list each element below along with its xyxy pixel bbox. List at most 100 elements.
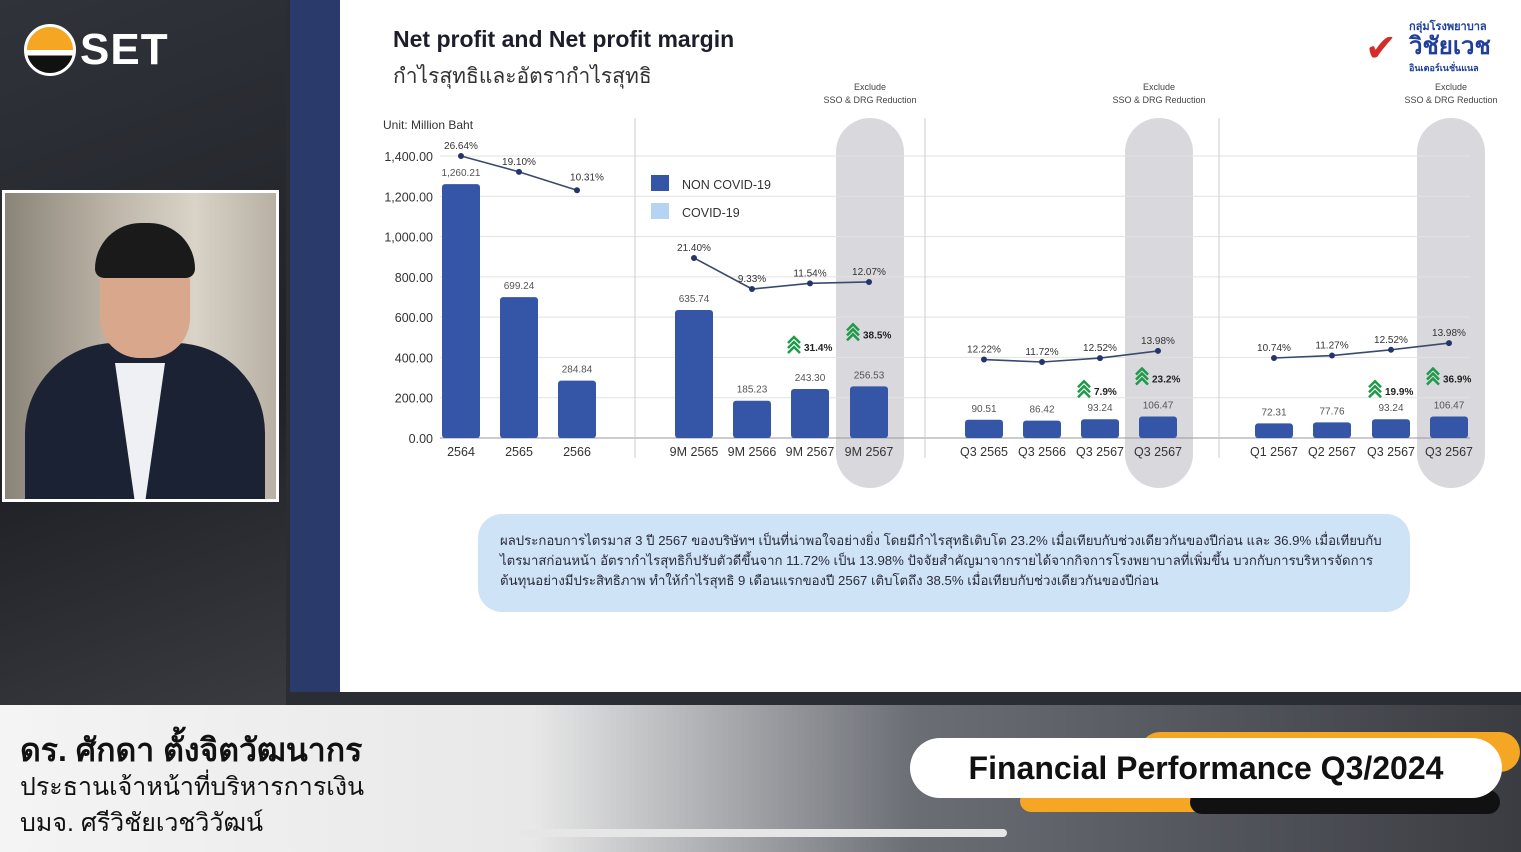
margin-label: 9.33% — [738, 274, 766, 285]
bar-value-label: 86.42 — [1029, 405, 1054, 416]
y-tick-label: 1,400.00 — [384, 150, 433, 164]
highlight-pill — [1125, 118, 1193, 488]
margin-label: 11.27% — [1315, 341, 1348, 352]
margin-label: 19.10% — [502, 157, 536, 168]
speaker-name: ดร. ศักดา ตั้งจิตวัฒนากร — [20, 732, 363, 768]
growth-arrow-icon — [1077, 384, 1091, 394]
highlight-pill — [1417, 118, 1485, 488]
margin-label: 13.98% — [1432, 328, 1466, 339]
x-tick-label: Q3 2567 — [1367, 445, 1415, 459]
growth-arrow-icon — [1135, 371, 1149, 381]
x-tick-label: 9M 2566 — [728, 445, 777, 459]
highlight-label: SSO & DRG Reduction — [823, 95, 916, 105]
growth-arrow-icon — [1077, 379, 1091, 389]
unit-label: Unit: Million Baht — [383, 118, 474, 132]
growth-label: 19.9% — [1385, 387, 1413, 398]
growth-arrow-icon — [787, 345, 801, 354]
highlight-label: Exclude — [854, 82, 886, 92]
bar — [1023, 420, 1061, 438]
growth-label: 31.4% — [804, 343, 832, 354]
bar-value-label: 93.24 — [1087, 403, 1112, 414]
bar — [733, 400, 771, 438]
x-tick-label: Q1 2567 — [1250, 445, 1298, 459]
margin-label: 12.22% — [967, 345, 1001, 356]
bar — [1430, 416, 1468, 438]
growth-label: 36.9% — [1443, 375, 1471, 386]
margin-label: 12.07% — [852, 267, 886, 278]
legend-label: COVID-19 — [682, 206, 740, 220]
margin-point — [516, 168, 522, 175]
margin-point — [1446, 340, 1452, 347]
y-tick-label: 600.00 — [395, 311, 433, 325]
bar-value-label: 93.24 — [1378, 403, 1403, 414]
margin-label: 12.52% — [1083, 343, 1117, 354]
x-tick-label: Q3 2565 — [960, 445, 1008, 459]
bar — [791, 388, 829, 438]
segment-title: Financial Performance Q3/2024 — [910, 738, 1502, 798]
margin-point — [1388, 346, 1394, 353]
growth-arrow-icon — [1426, 376, 1440, 386]
set-logo-text: SET — [80, 25, 169, 74]
margin-point — [807, 280, 813, 287]
margin-line — [693, 257, 870, 290]
bar — [558, 380, 596, 438]
growth-arrow-icon — [787, 335, 801, 344]
margin-point — [981, 356, 987, 363]
x-tick-label: Q3 2566 — [1018, 445, 1066, 459]
growth-arrow-icon — [1077, 389, 1091, 399]
bar-value-label: 699.24 — [504, 281, 535, 292]
x-tick-label: 2566 — [563, 445, 591, 459]
broadcast-side-panel: SET — [0, 0, 286, 705]
growth-arrow-icon — [1368, 384, 1382, 394]
growth-arrow-icon — [1426, 366, 1440, 376]
bar — [675, 309, 713, 438]
growth-arrow-icon — [846, 322, 860, 332]
bar-value-label: 243.30 — [795, 373, 826, 384]
bar — [1255, 423, 1293, 438]
set-logo: SET — [24, 24, 169, 76]
bar-value-label: 284.84 — [562, 365, 593, 376]
set-logo-icon — [24, 24, 76, 76]
margin-point — [1097, 355, 1103, 362]
margin-line — [1273, 342, 1450, 359]
growth-label: 7.9% — [1094, 387, 1117, 398]
bar-value-label: 185.23 — [737, 385, 768, 396]
bar — [442, 184, 480, 438]
bar — [500, 297, 538, 438]
x-tick-label: Q2 2567 — [1308, 445, 1356, 459]
margin-point — [458, 153, 464, 159]
bar-value-label: 77.76 — [1319, 406, 1344, 417]
margin-label: 26.64% — [444, 141, 478, 152]
logo-line3: อินเตอร์เนชั่นแนล — [1409, 63, 1479, 73]
net-profit-chart: Exclude SSO & DRG Reduction Exclude SSO & D… — [383, 82, 1498, 488]
highlight-label: SSO & DRG Reduction — [1404, 95, 1497, 105]
x-tick-label: Q3 2567 — [1076, 445, 1124, 459]
lower-third: ดร. ศักดา ตั้งจิตวัฒนากร ประธานเจ้าหน้าท… — [0, 705, 1521, 852]
y-tick-label: 800.00 — [395, 271, 433, 285]
x-tick-label: Q3 2567 — [1134, 445, 1182, 459]
y-tick-label: 400.00 — [395, 351, 433, 365]
x-tick-label: 9M 2567 — [845, 445, 894, 459]
video-scrubber[interactable] — [520, 829, 1007, 837]
margin-label: 11.72% — [1025, 347, 1058, 358]
margin-label: 13.98% — [1141, 336, 1175, 347]
x-tick-label: Q3 2567 — [1425, 445, 1473, 459]
margin-label: 10.74% — [1257, 343, 1291, 354]
slide-subtitle: กำไรสุทธิและอัตรากำไรสุทธิ — [393, 65, 652, 88]
margin-point — [749, 286, 755, 292]
slide-side-strip — [290, 0, 340, 692]
margin-label: 10.31% — [570, 172, 604, 183]
bar — [1313, 422, 1351, 438]
margin-point — [1039, 359, 1045, 365]
margin-point — [1271, 355, 1277, 361]
margin-point — [1155, 347, 1161, 354]
growth-arrow-icon — [846, 327, 860, 337]
margin-point — [1329, 352, 1335, 359]
highlight-label: Exclude — [1143, 82, 1175, 92]
bar-value-label: 72.31 — [1261, 407, 1286, 418]
check-mark-icon: ✔ — [1365, 28, 1397, 70]
y-tick-label: 200.00 — [395, 392, 433, 406]
bar — [965, 419, 1003, 438]
speaker-video — [2, 190, 279, 502]
growth-label: 38.5% — [863, 330, 891, 341]
